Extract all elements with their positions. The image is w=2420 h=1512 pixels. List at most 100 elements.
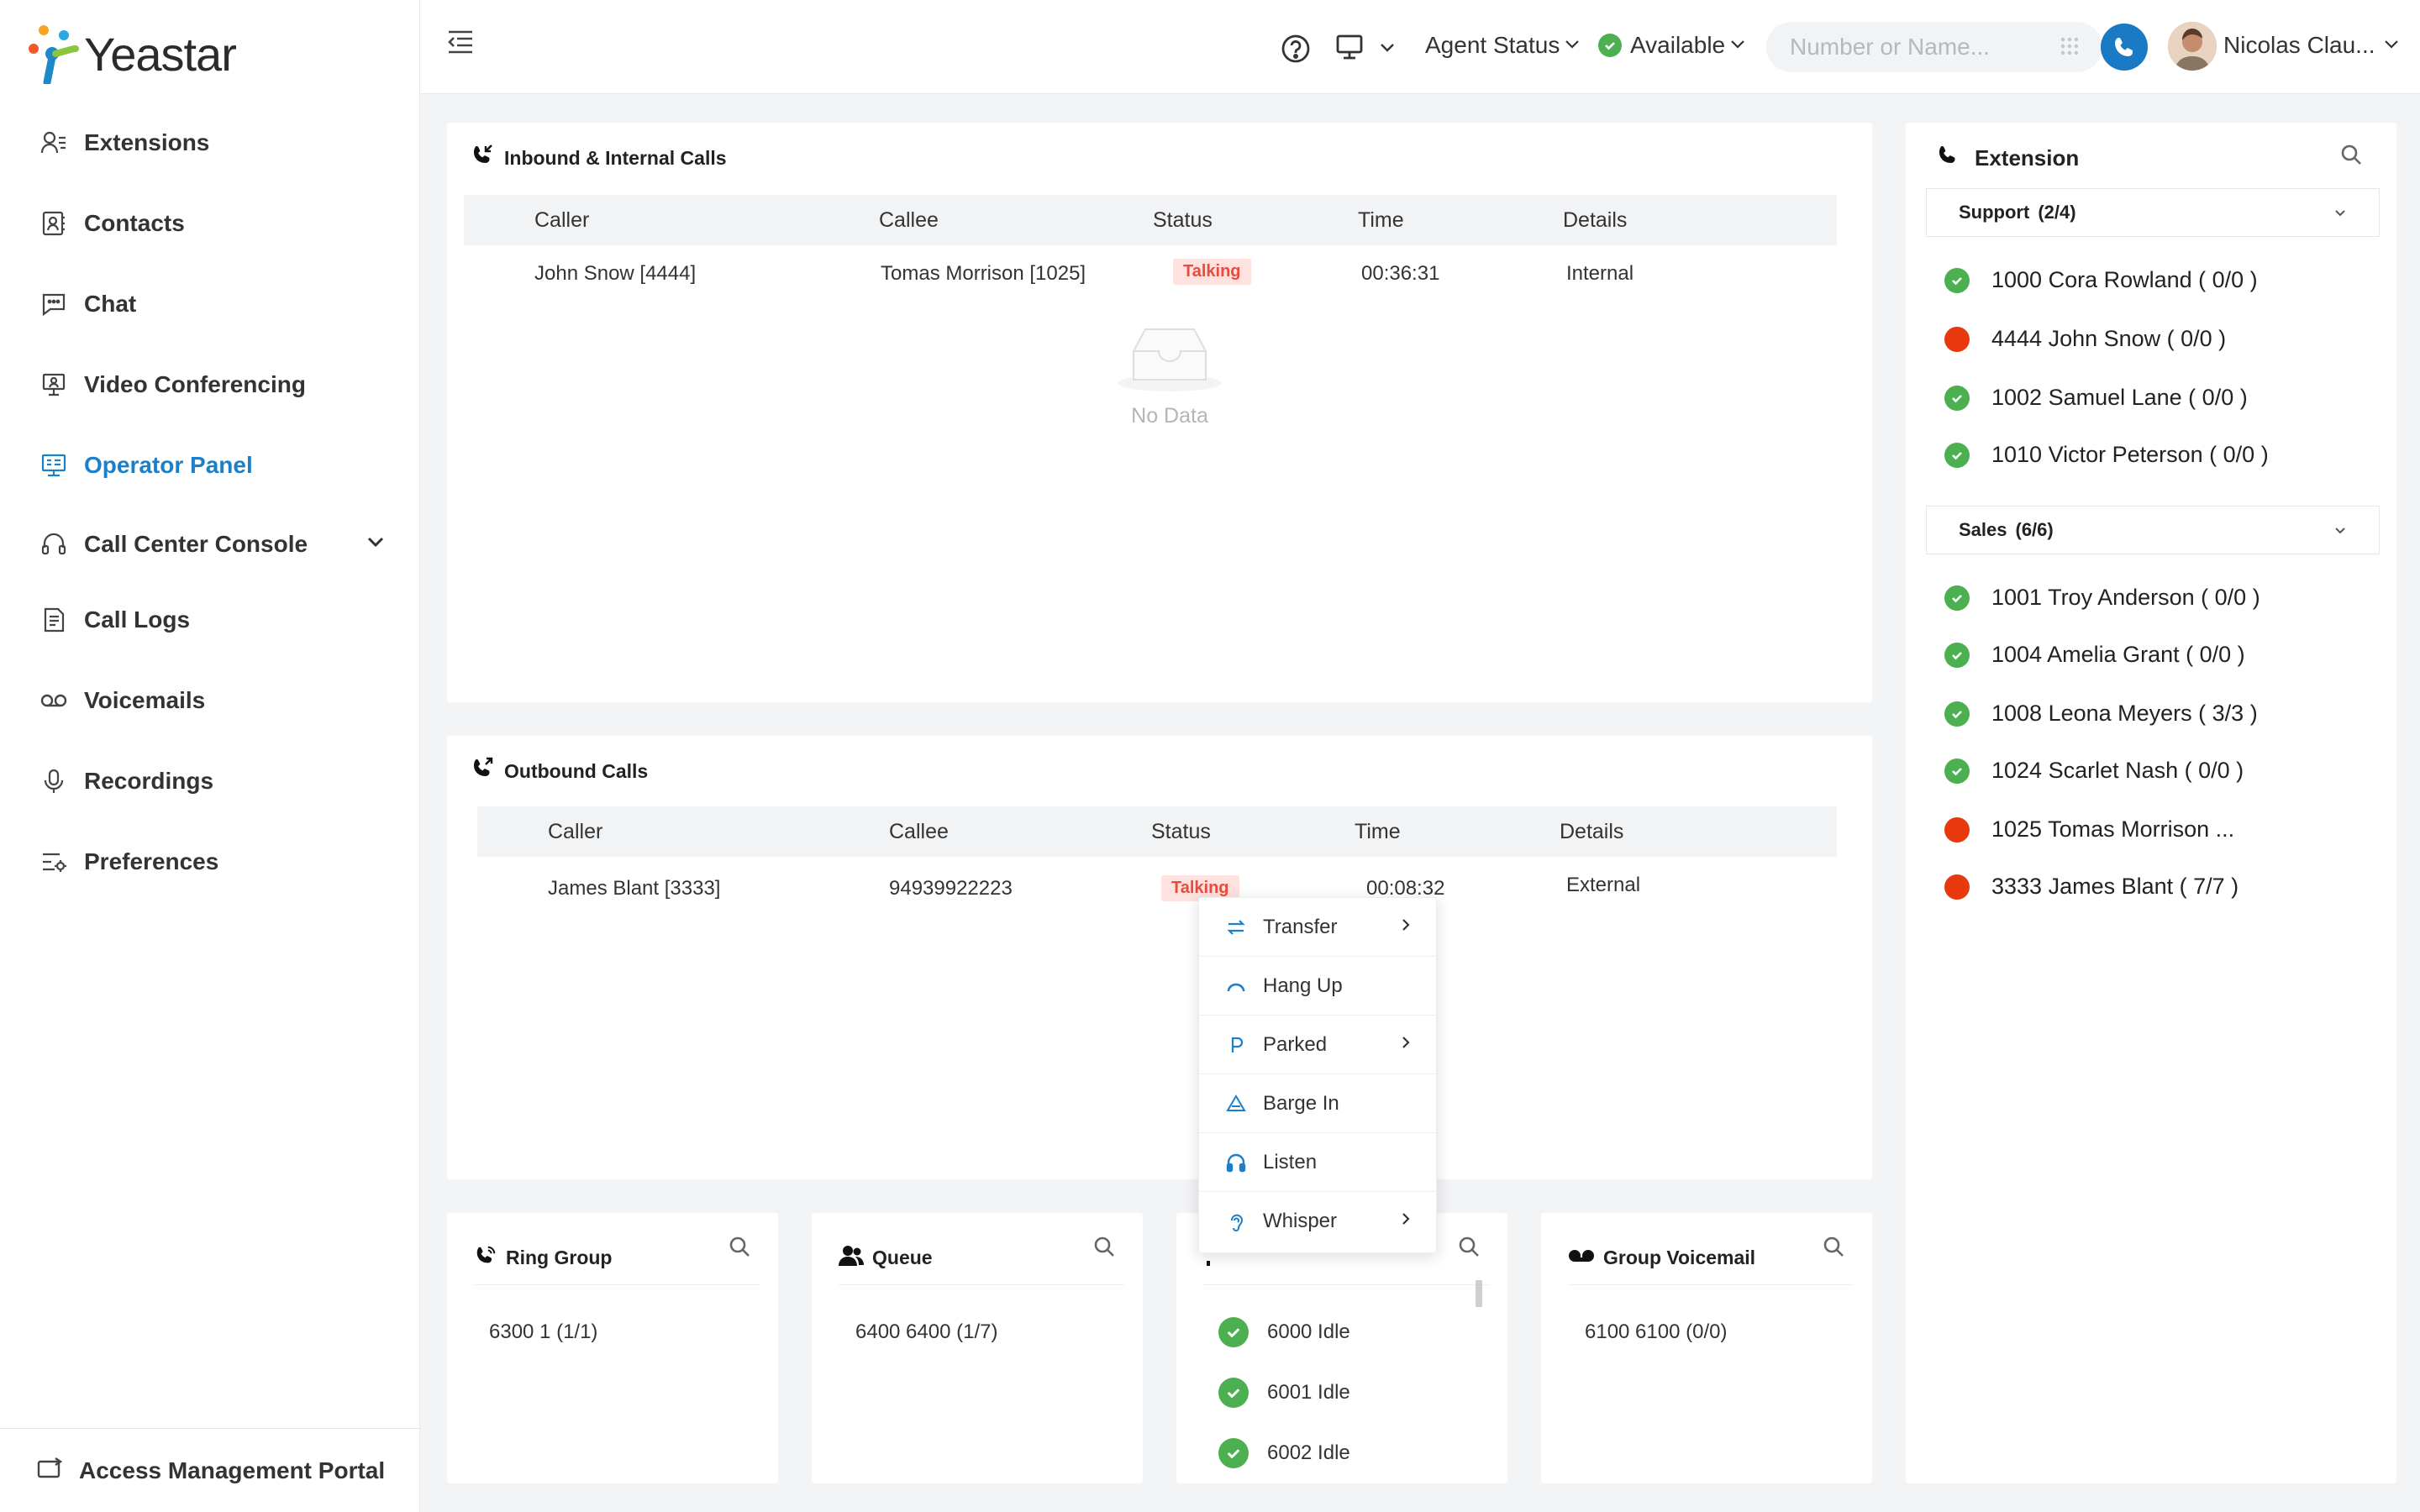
sidebar-item-label: Video Conferencing <box>84 371 306 397</box>
extension-label: 1010 Victor Peterson ( 0/0 ) <box>1991 442 2269 467</box>
list-item[interactable]: 1010 Victor Peterson ( 0/0 ) <box>1944 442 2269 468</box>
list-item[interactable]: 1004 Amelia Grant ( 0/0 ) <box>1944 642 2245 668</box>
display-mode-dropdown[interactable] <box>1334 32 1397 66</box>
status-badge: Talking <box>1161 875 1239 901</box>
presence-status-dropdown[interactable]: Available <box>1598 32 1747 59</box>
group-header-support[interactable]: Support (2/4) <box>1926 188 2380 237</box>
list-item[interactable]: 1000 Cora Rowland ( 0/0 ) <box>1944 267 2258 293</box>
available-check-icon <box>1944 642 1970 668</box>
sidebar-item-label: Recordings <box>84 768 214 794</box>
number-or-name-input[interactable] <box>1790 34 2042 60</box>
extension-label: 4444 John Snow ( 0/0 ) <box>1991 326 2227 351</box>
chevron-down-icon <box>2332 204 2349 226</box>
list-item[interactable]: 1025 Tomas Morrison ... <box>1944 816 2234 843</box>
empty-state-text: No Data <box>1131 404 1208 428</box>
menu-item-label: Listen <box>1263 1150 1318 1173</box>
card-title-label: Group Voicemail <box>1603 1247 1756 1268</box>
ring-group-entry[interactable]: 6300 1 (1/1) <box>489 1320 598 1343</box>
sidebar-item-contacts[interactable]: Contacts <box>0 190 420 257</box>
list-item[interactable]: 3333 James Blant ( 7/7 ) <box>1944 874 2238 900</box>
sidebar-item-recordings[interactable]: Recordings <box>0 748 420 815</box>
avatar[interactable] <box>2168 22 2217 71</box>
extension-phone-icon <box>1936 143 1961 174</box>
brand-name: Yeastar <box>84 27 237 81</box>
sidebar-item-preferences[interactable]: Preferences <box>0 828 420 895</box>
table-row[interactable]: James Blant [3333] 94939922223 Talking 0… <box>477 857 1837 911</box>
access-management-portal-link[interactable]: Access Management Portal <box>0 1428 420 1512</box>
contacts-icon <box>39 208 69 239</box>
callee-cell: Tomas Morrison [1025] <box>881 262 1086 285</box>
extensions-icon <box>39 128 69 158</box>
chat-icon <box>39 289 69 319</box>
search-icon[interactable] <box>2339 143 2363 171</box>
call-button[interactable] <box>2101 24 2148 71</box>
hang-up-icon <box>1224 974 1248 998</box>
chevron-down-icon <box>2332 522 2349 543</box>
busy-status-icon <box>1944 816 1970 843</box>
help-icon[interactable] <box>1281 34 1311 68</box>
menu-item-parked[interactable]: Parked <box>1199 1016 1438 1074</box>
list-item[interactable]: 6002 Idle <box>1218 1438 1350 1468</box>
group-voicemail-card: Group Voicemail 6100 6100 (0/0) <box>1541 1213 1872 1483</box>
collapse-menu-icon[interactable] <box>445 27 476 57</box>
time-cell: 00:36:31 <box>1361 262 1440 285</box>
user-menu[interactable]: Nicolas Clau... <box>2223 32 2401 59</box>
group-voicemail-entry[interactable]: 6100 6100 (0/0) <box>1585 1320 1728 1343</box>
search-icon[interactable] <box>1457 1235 1481 1263</box>
card-title-label: Ring Group <box>506 1247 613 1268</box>
sidebar-item-call-logs[interactable]: Call Logs <box>0 586 420 654</box>
parking-slot-label: 6000 Idle <box>1267 1320 1350 1343</box>
top-bar: Agent Status Available Ni <box>420 0 2420 94</box>
scrollbar[interactable] <box>1476 1280 1482 1307</box>
empty-state: No Data <box>1102 324 1237 428</box>
chevron-down-icon <box>1563 32 1581 59</box>
video-conferencing-icon <box>39 370 69 400</box>
search-icon[interactable] <box>1092 1235 1116 1263</box>
card-title-label: Inbound & Internal Calls <box>504 146 727 169</box>
group-header-sales[interactable]: Sales (6/6) <box>1926 506 2380 554</box>
call-action-menu: Transfer Hang Up Parked Barge In <box>1198 897 1438 1253</box>
list-item[interactable]: 1024 Scarlet Nash ( 0/0 ) <box>1944 758 2244 784</box>
extension-label: 3333 James Blant ( 7/7 ) <box>1991 874 2239 899</box>
menu-item-whisper[interactable]: Whisper <box>1199 1192 1438 1251</box>
voicemail-icon <box>39 685 69 716</box>
time-cell: 00:08:32 <box>1366 877 1445 900</box>
call-logs-icon <box>39 605 69 635</box>
menu-item-barge-in[interactable]: Barge In <box>1199 1074 1438 1133</box>
card-title-label: Queue <box>872 1247 933 1268</box>
chevron-right-icon <box>1397 1210 1414 1231</box>
sidebar-item-chat[interactable]: Chat <box>0 270 420 338</box>
chevron-down-icon[interactable] <box>365 531 387 557</box>
list-item[interactable]: 1001 Troy Anderson ( 0/0 ) <box>1944 585 2260 611</box>
menu-item-hang-up[interactable]: Hang Up <box>1199 957 1438 1016</box>
sidebar-item-voicemails[interactable]: Voicemails <box>0 667 420 734</box>
sidebar-item-operator-panel[interactable]: Operator Panel <box>0 432 420 499</box>
empty-inbox-icon <box>1115 328 1224 398</box>
group-name: Support <box>1959 202 2030 223</box>
menu-item-label: Parked <box>1263 1032 1328 1056</box>
search-icon[interactable] <box>728 1235 751 1263</box>
column-header-details: Details <box>1560 820 1624 843</box>
list-item[interactable]: 1008 Leona Meyers ( 3/3 ) <box>1944 701 2258 727</box>
ring-group-icon <box>474 1244 497 1273</box>
available-check-icon <box>1598 34 1622 57</box>
search-icon[interactable] <box>1822 1235 1845 1263</box>
sidebar: Yeastar Extensions Contacts Chat <box>0 0 420 1512</box>
list-item[interactable]: 6001 Idle <box>1218 1378 1350 1408</box>
yeastar-logo[interactable]: Yeastar <box>27 20 237 87</box>
menu-item-label: Hang Up <box>1263 974 1343 997</box>
list-item[interactable]: 6000 Idle <box>1218 1317 1350 1347</box>
table-row[interactable]: John Snow [4444] Tomas Morrison [1025] T… <box>464 245 1837 299</box>
dialpad-icon[interactable] <box>2059 35 2081 61</box>
agent-status-dropdown[interactable]: Agent Status <box>1425 32 1581 59</box>
sidebar-item-call-center-console[interactable]: Call Center Console <box>0 511 420 578</box>
menu-item-listen[interactable]: Listen <box>1199 1133 1438 1192</box>
sidebar-item-extensions[interactable]: Extensions <box>0 109 420 176</box>
list-item[interactable]: 4444 John Snow ( 0/0 ) <box>1944 326 2226 352</box>
menu-item-transfer[interactable]: Transfer <box>1199 898 1438 957</box>
sidebar-item-video-conferencing[interactable]: Video Conferencing <box>0 351 420 418</box>
queue-entry[interactable]: 6400 6400 (1/7) <box>855 1320 998 1343</box>
available-check-icon <box>1944 267 1970 293</box>
list-item[interactable]: 1002 Samuel Lane ( 0/0 ) <box>1944 385 2248 411</box>
preferences-icon <box>39 847 69 877</box>
